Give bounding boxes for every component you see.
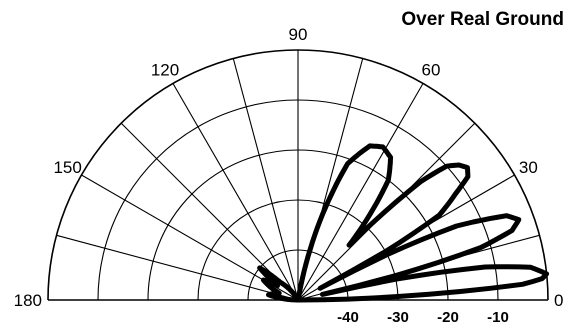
grid-spoke xyxy=(297,83,424,301)
chart-title: Over Real Ground xyxy=(401,9,564,30)
grid-spoke xyxy=(232,58,299,301)
angle-tick-label: 150 xyxy=(53,158,81,177)
angle-tick-label: 120 xyxy=(151,61,179,80)
db-tick-label: -20 xyxy=(437,309,459,326)
angle-tick-label: 0 xyxy=(554,291,563,310)
angle-tick-label: 180 xyxy=(14,291,42,310)
angle-tick-label: 60 xyxy=(422,61,441,80)
grid-spoke xyxy=(172,83,299,301)
chart-labels: 0 30 60 90 120 150 180 -40 -30 -20 -10 xyxy=(14,25,564,326)
grid-spoke xyxy=(56,234,299,301)
db-tick-label: -40 xyxy=(337,309,359,326)
db-tick-label: -10 xyxy=(487,309,509,326)
angle-tick-label: 30 xyxy=(519,158,538,177)
angle-tick-label: 90 xyxy=(289,25,308,44)
series-radiation-pattern xyxy=(257,143,550,303)
db-tick-label: -30 xyxy=(387,309,409,326)
polar-grid xyxy=(47,49,549,301)
